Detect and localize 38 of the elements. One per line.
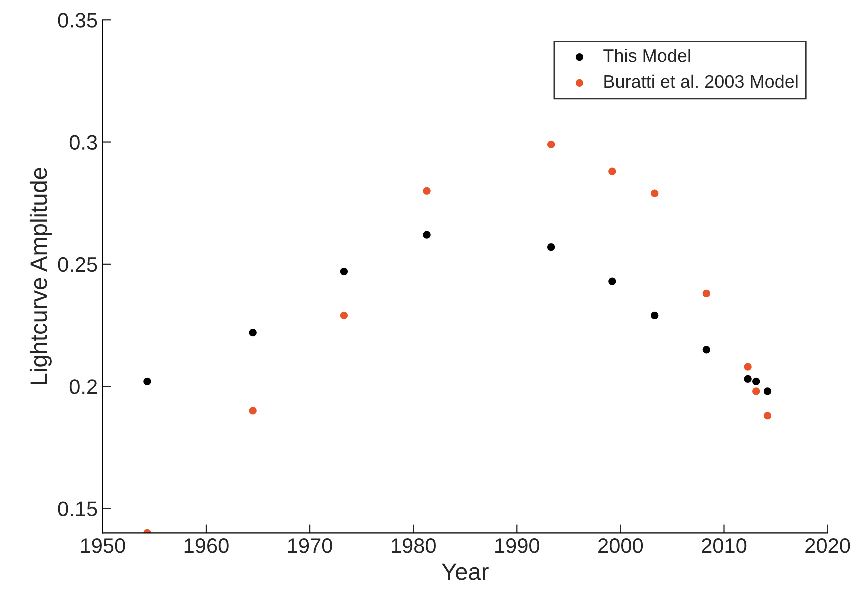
- point: [764, 388, 772, 396]
- point: [608, 168, 616, 176]
- point: [702, 346, 710, 354]
- x-tick-label: 1990: [496, 538, 540, 554]
- point: [651, 190, 659, 198]
- x-tick-label: 2010: [702, 538, 747, 554]
- x-tick-label: 2020: [806, 538, 850, 554]
- x-tick-label: 1970: [288, 538, 332, 554]
- y-tick-label: 0.2: [70, 380, 98, 394]
- point: [744, 363, 752, 371]
- legend-label: This Model: [604, 49, 690, 62]
- x-tick-label: 1960: [184, 538, 229, 554]
- point: [249, 329, 257, 337]
- point: [249, 407, 257, 415]
- point: [752, 388, 760, 396]
- x-tick-label: 1980: [392, 538, 436, 554]
- point: [423, 231, 431, 239]
- y-tick-label: 0.3: [70, 135, 98, 150]
- legend-label: Buratti et al. 2003 Model: [604, 74, 798, 88]
- x-axis-title: Year: [442, 564, 489, 580]
- point: [752, 378, 760, 386]
- y-tick-label: 0.25: [58, 257, 98, 272]
- y-axis-title: Lightcurve Amplitude: [30, 168, 52, 384]
- point: [340, 312, 348, 320]
- point: [702, 290, 710, 298]
- point: [764, 412, 772, 420]
- point: [548, 140, 556, 149]
- point: [744, 375, 752, 384]
- point: [340, 268, 348, 276]
- x-tick-label: 2000: [598, 538, 644, 554]
- y-tick-label: 0.35: [58, 13, 98, 28]
- point: [144, 378, 152, 386]
- point: [608, 278, 616, 286]
- point: [651, 312, 659, 320]
- x-tick-label: 1950: [81, 538, 126, 554]
- point: [548, 244, 556, 252]
- y-tick-label: 0.15: [58, 502, 98, 516]
- point: [423, 187, 431, 195]
